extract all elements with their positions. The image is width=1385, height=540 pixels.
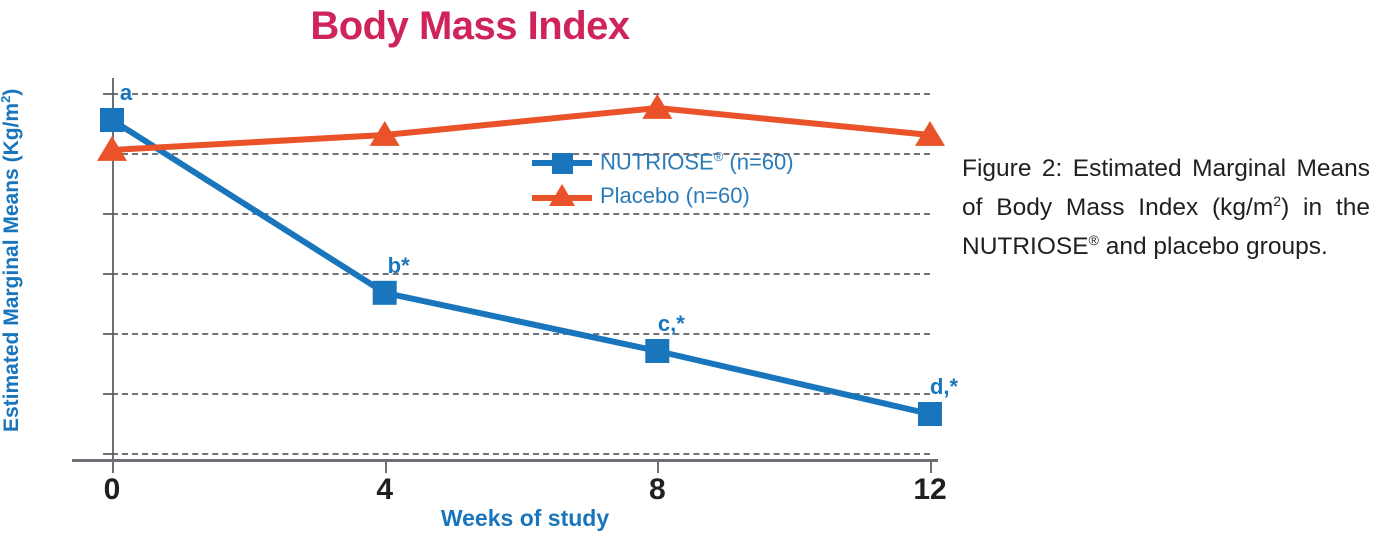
figure-caption: Figure 2: Estimated Marginal Means of Bo… xyxy=(962,152,1370,263)
legend: NUTRIOSE® (n=60) Placebo (n=60) xyxy=(532,146,822,212)
plot-area: a b* c,* d,* xyxy=(97,80,958,455)
y-axis-tick-mark xyxy=(103,273,113,275)
gridline xyxy=(112,453,930,455)
caption-tail2: and placebo groups. xyxy=(1098,233,1328,261)
y-axis-line xyxy=(112,78,114,459)
data-point-square[interactable] xyxy=(645,339,670,363)
x-axis-tick-mark xyxy=(384,459,387,473)
point-annotation: d,* xyxy=(929,374,959,399)
gridline xyxy=(112,333,930,335)
series-line-square xyxy=(110,117,931,417)
caption-lead: Figure 2: Estimated Marginal Means of Bo… xyxy=(962,155,1370,222)
x-axis-tick-label: 8 xyxy=(648,473,666,506)
data-point-triangle[interactable] xyxy=(97,136,127,161)
y-axis-title-tail: ) xyxy=(0,88,23,96)
y-axis-tick-mark xyxy=(103,333,113,335)
x-axis-tick-label: 12 xyxy=(913,473,947,506)
y-axis-tick-mark xyxy=(103,93,113,95)
data-point-square[interactable] xyxy=(918,402,942,426)
legend-label-placebo: Placebo (n=60) xyxy=(600,182,750,208)
caption-tail: ) in the NUTRIOSE xyxy=(962,194,1370,261)
x-axis-tick-mark xyxy=(657,459,660,473)
data-point-triangle[interactable] xyxy=(369,121,400,146)
y-axis-tick-mark xyxy=(103,393,113,395)
gridline xyxy=(112,93,930,95)
data-point-square[interactable] xyxy=(372,280,397,305)
y-axis-title-text: Estimated Marginal Means (Kg/m xyxy=(0,102,23,432)
x-axis-tick-mark xyxy=(112,459,114,473)
x-axis-title: Weeks of study xyxy=(440,505,610,531)
legend-label-nutriose-superscript: ® xyxy=(713,149,724,165)
gridline xyxy=(112,393,930,395)
data-point-triangle[interactable] xyxy=(915,121,945,146)
point-annotation: c,* xyxy=(657,311,685,336)
data-point-square[interactable] xyxy=(100,108,124,132)
chart-title: Body Mass Index xyxy=(310,4,630,48)
gridline xyxy=(112,153,930,155)
legend-label-nutriose-tail: (n=60) xyxy=(723,149,794,175)
y-axis-tick-mark xyxy=(103,213,113,215)
x-axis-line xyxy=(72,459,938,462)
point-annotation: a xyxy=(119,80,133,105)
point-annotation: b* xyxy=(387,252,410,278)
legend-item-nutriose[interactable]: NUTRIOSE® (n=60) xyxy=(532,146,822,179)
gridline xyxy=(112,213,930,215)
x-axis-tick-label: 4 xyxy=(376,473,393,506)
chart-figure: Body Mass Index Estimated Marginal Means… xyxy=(0,0,958,531)
caption-superscript-units: 2 xyxy=(1273,193,1282,209)
legend-marker-triangle xyxy=(532,181,592,211)
y-axis-title: Estimated Marginal Means (Kg/m2) xyxy=(0,0,23,432)
x-axis-tick-label: 0 xyxy=(103,473,121,506)
gridline xyxy=(112,273,930,275)
data-point-triangle[interactable] xyxy=(642,94,673,119)
x-axis-tick-mark xyxy=(930,459,932,473)
legend-item-placebo[interactable]: Placebo (n=60) xyxy=(532,179,822,212)
legend-label-nutriose-text: NUTRIOSE xyxy=(600,149,714,175)
legend-marker-square xyxy=(532,148,592,178)
series-canvas xyxy=(97,94,945,426)
caption-superscript-registered: ® xyxy=(1088,232,1099,249)
legend-label-nutriose: NUTRIOSE® (n=60) xyxy=(592,149,794,175)
y-axis-title-superscript: 2 xyxy=(0,96,13,103)
series-line-triangle xyxy=(111,105,931,153)
y-axis-tick-mark xyxy=(103,453,113,455)
